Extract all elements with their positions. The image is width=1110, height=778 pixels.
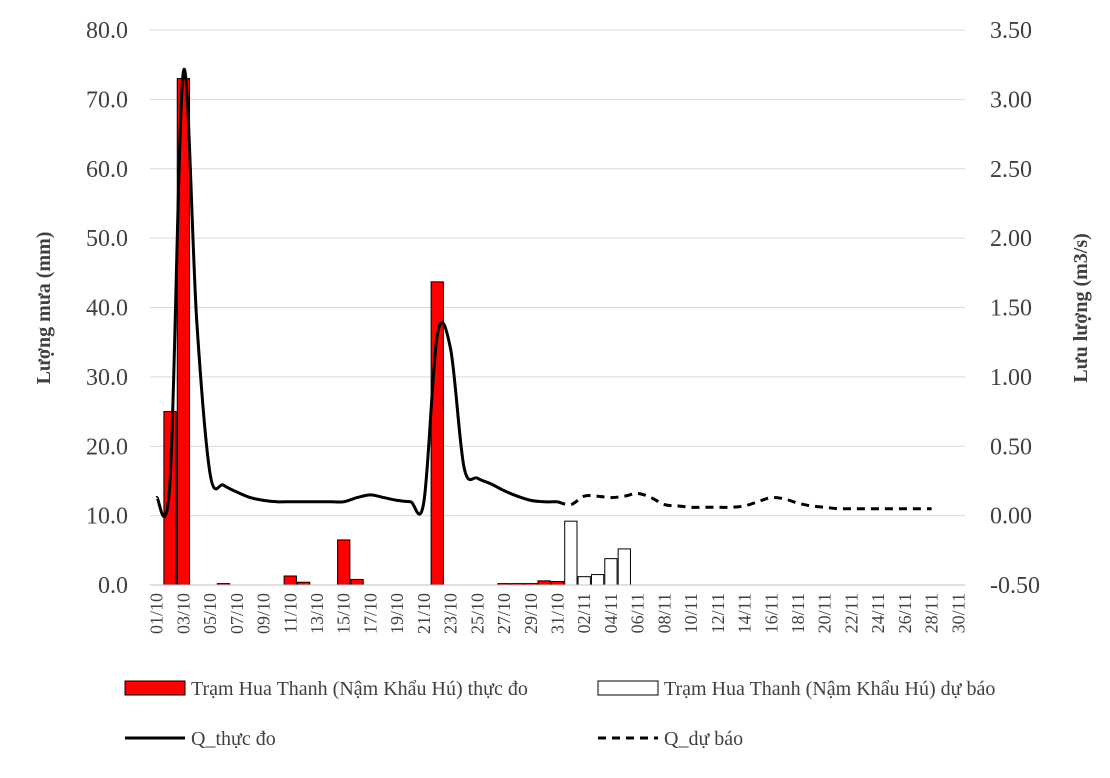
legend-label: Trạm Hua Thanh (Nậm Khẩu Hú) dự báo [664, 678, 995, 700]
bar [537, 580, 551, 586]
x-tick-label: 16/11 [761, 593, 781, 633]
x-tick-label: 17/10 [360, 593, 380, 634]
x-tick-label: 22/11 [841, 593, 861, 633]
x-tick-label: 26/11 [895, 593, 915, 633]
left-tick-label: 10.0 [86, 504, 128, 530]
x-tick-label: 12/11 [708, 593, 728, 633]
x-tick-label: 09/10 [254, 593, 274, 634]
left-axis-title: Lượng mưa (mm) [33, 232, 55, 385]
x-tick-label: 24/11 [868, 593, 888, 633]
x-tick-label: 13/10 [307, 593, 327, 634]
x-tick-label: 11/10 [280, 593, 300, 633]
x-tick-label: 14/11 [735, 593, 755, 633]
bar [617, 548, 631, 586]
bar [337, 539, 351, 586]
legend: Trạm Hua Thanh (Nậm Khẩu Hú) thực đo Trạm… [124, 678, 995, 750]
left-tick-label: 30.0 [86, 365, 128, 391]
right-tick-label: 3.00 [990, 87, 1032, 113]
x-tick-label: 23/10 [441, 593, 461, 634]
x-tick-label: 28/11 [922, 593, 942, 633]
bar [577, 576, 591, 586]
right-tick-label: 1.50 [990, 296, 1032, 322]
x-tick-label: 15/10 [334, 593, 354, 634]
x-tick-label: 06/11 [628, 593, 648, 633]
bar [604, 558, 618, 586]
x-tick-label: 02/11 [574, 593, 594, 633]
x-tick-label: 01/10 [147, 593, 167, 634]
right-tick-label: 3.50 [990, 18, 1032, 44]
x-tick-label: 07/10 [227, 593, 247, 634]
lines [155, 67, 932, 519]
x-tick-label: 21/10 [414, 593, 434, 634]
right-axis-title: Lưu lượng (m3/s) [1070, 233, 1092, 383]
bar [550, 581, 565, 586]
right-tick-label: 2.00 [990, 226, 1032, 252]
bar [564, 520, 578, 586]
legend-label: Trạm Hua Thanh (Nậm Khẩu Hú) thực đo [191, 678, 528, 700]
left-tick-label: 0.0 [98, 573, 128, 599]
bar [350, 578, 364, 586]
observed-flow-line [155, 67, 558, 519]
left-tick-label: 40.0 [86, 296, 128, 322]
x-tick-label: 08/11 [654, 593, 674, 633]
legend-swatch [124, 680, 186, 696]
x-tick-label: 25/10 [467, 593, 487, 634]
left-tick-label: 70.0 [86, 87, 128, 113]
left-tick-label: 50.0 [86, 226, 128, 252]
gridlines [150, 29, 965, 517]
right-tick-label: 0.00 [990, 504, 1032, 530]
right-tick-label: 1.00 [990, 365, 1032, 391]
x-tick-label: 27/10 [494, 593, 514, 634]
x-tick-label: 18/11 [788, 593, 808, 633]
legend-label: Q_thực đo [191, 728, 276, 750]
legend-swatch [597, 680, 659, 696]
left-tick-label: 80.0 [86, 18, 128, 44]
forecast-flow-line [557, 491, 932, 511]
x-tick-label: 31/10 [548, 593, 568, 634]
x-tick-label: 03/10 [173, 593, 193, 634]
tick-labels: 0.0 10.0 20.0 30.0 40.0 50.0 60.0 70.0 80.0 -0.50… [86, 18, 1040, 634]
x-tick-label: 05/10 [200, 593, 220, 634]
bar [283, 575, 297, 586]
bar [430, 281, 444, 586]
right-tick-label: 0.50 [990, 434, 1032, 460]
left-tick-label: 60.0 [86, 157, 128, 183]
x-tick-label: 20/11 [815, 593, 835, 633]
left-tick-label: 20.0 [86, 434, 128, 460]
x-tick-label: 19/10 [387, 593, 407, 634]
x-tick-label: 29/10 [521, 593, 541, 634]
bar [590, 574, 605, 586]
right-tick-label: -0.50 [990, 573, 1040, 599]
right-tick-label: 2.50 [990, 157, 1032, 183]
legend-label: Q_dự báo [664, 728, 743, 750]
bars [163, 78, 631, 586]
x-tick-label: 10/11 [681, 593, 701, 633]
x-tick-label: 04/11 [601, 593, 621, 633]
x-tick-label: 30/11 [948, 593, 968, 633]
